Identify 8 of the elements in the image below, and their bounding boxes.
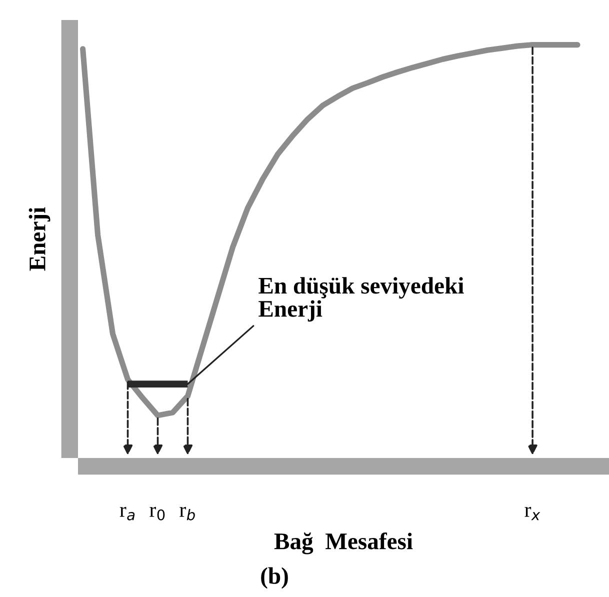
annotation: En düşük seviyedeki Enerji xyxy=(258,277,464,322)
x-axis-title: Bağ Mesafesi xyxy=(274,532,413,554)
x-tick-label: r$_{a}$ xyxy=(120,506,135,520)
text: (b) xyxy=(261,567,288,589)
x-tick-label: r$_{0}$ xyxy=(150,506,165,520)
y-axis-title: Enerji xyxy=(28,207,50,271)
x-tick-label: r$_{b}$ xyxy=(180,506,195,520)
x-tick-label: r$_{x}$ xyxy=(524,506,540,520)
